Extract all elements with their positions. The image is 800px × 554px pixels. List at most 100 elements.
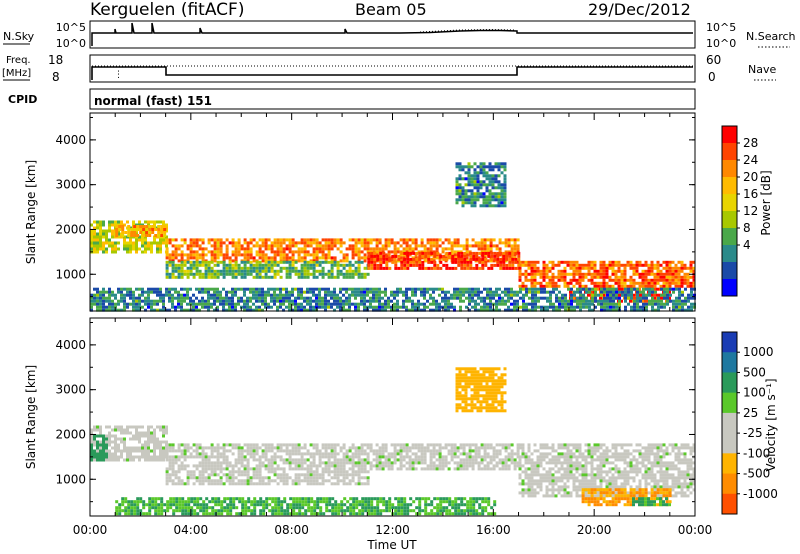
heatmap-cell xyxy=(240,299,243,303)
heatmap-cell xyxy=(450,296,453,300)
heatmap-cell xyxy=(345,473,349,477)
heatmap-cell xyxy=(432,446,436,450)
heatmap-cell xyxy=(240,272,244,276)
heatmap-cell xyxy=(165,223,168,227)
heatmap-cell xyxy=(510,455,514,459)
heatmap-cell xyxy=(234,275,238,279)
heatmap-cell xyxy=(261,256,265,260)
heatmap-cell xyxy=(186,266,190,270)
heatmap-cell xyxy=(423,287,426,291)
heatmap-cell xyxy=(288,238,292,242)
heatmap-cell xyxy=(491,198,495,202)
heatmap-cell xyxy=(473,171,477,175)
heatmap-cell xyxy=(121,225,125,228)
heatmap-cell xyxy=(318,476,322,480)
heatmap-cell xyxy=(288,476,292,480)
heatmap-cell xyxy=(267,293,270,297)
heatmap-cell xyxy=(216,253,220,257)
heatmap-cell xyxy=(501,299,504,303)
heatmap-cell xyxy=(447,452,451,456)
heatmap-cell xyxy=(255,266,259,270)
heatmap-cell xyxy=(495,449,499,453)
heatmap-cell xyxy=(420,302,423,306)
heatmap-cell xyxy=(306,272,310,276)
heatmap-cell xyxy=(454,260,458,264)
heatmap-cell xyxy=(426,449,430,453)
heatmap-cell xyxy=(180,269,184,273)
colorbar-swatch xyxy=(722,126,737,144)
heatmap-cell xyxy=(288,263,292,267)
heatmap-cell xyxy=(480,244,484,248)
heatmap-cell xyxy=(321,238,325,242)
heatmap-cell xyxy=(533,482,537,486)
heatmap-cell xyxy=(297,250,301,254)
heatmap-cell xyxy=(276,260,280,264)
heatmap-cell xyxy=(96,250,99,254)
heatmap-cell xyxy=(279,299,282,303)
heatmap-cell xyxy=(375,308,378,312)
heatmap-cell xyxy=(482,180,486,184)
heatmap-cell xyxy=(318,458,322,462)
heatmap-cell xyxy=(156,293,159,297)
heatmap-cell xyxy=(141,293,144,297)
heatmap-cell xyxy=(450,446,454,450)
heatmap-cell xyxy=(213,247,217,251)
heatmap-cell xyxy=(543,296,546,300)
heatmap-cell xyxy=(578,284,582,288)
heatmap-cell xyxy=(330,275,334,279)
heatmap-cell xyxy=(339,461,343,465)
heatmap-cell xyxy=(469,251,473,255)
nave-ytick-top: 60 xyxy=(706,53,721,67)
heatmap-cell xyxy=(447,461,451,465)
heatmap-cell xyxy=(489,308,492,312)
heatmap-cell xyxy=(312,263,316,267)
heatmap-cell xyxy=(657,302,660,306)
heatmap-cell xyxy=(279,467,283,471)
heatmap-cell xyxy=(683,263,687,267)
heatmap-cell xyxy=(441,458,445,462)
heatmap-cell xyxy=(527,446,531,450)
heatmap-cell xyxy=(405,238,409,242)
heatmap-cell xyxy=(542,272,546,276)
heatmap-cell xyxy=(576,305,579,309)
heatmap-cell xyxy=(138,434,141,438)
colorbar-swatch xyxy=(722,228,737,246)
heatmap-cell xyxy=(690,296,693,300)
heatmap-cell xyxy=(503,165,507,169)
heatmap-cell xyxy=(554,470,558,474)
heatmap-cell xyxy=(548,467,552,471)
heatmap-cell xyxy=(674,266,678,270)
heatmap-cell xyxy=(102,229,105,233)
heatmap-cell xyxy=(408,461,412,465)
heatmap-cell xyxy=(147,425,150,429)
heatmap-cell xyxy=(114,293,117,297)
heatmap-cell xyxy=(249,241,253,245)
heatmap-cell xyxy=(168,263,172,267)
heatmap-cell xyxy=(471,238,475,242)
heatmap-cell xyxy=(505,254,509,258)
heatmap-cell xyxy=(264,272,268,276)
heatmap-cell xyxy=(485,186,489,190)
heatmap-cell xyxy=(558,305,561,309)
heatmap-cell xyxy=(387,458,391,462)
heatmap-cell xyxy=(479,183,483,187)
heatmap-cell xyxy=(261,461,265,465)
heatmap-cell xyxy=(168,446,172,450)
heatmap-cell xyxy=(417,446,421,450)
heatmap-cell xyxy=(300,275,304,279)
heatmap-cell xyxy=(445,251,449,255)
heatmap-cell xyxy=(159,446,162,450)
heatmap-cell xyxy=(651,287,654,291)
heatmap-cell xyxy=(219,452,223,456)
heatmap-cell xyxy=(90,244,93,248)
heatmap-cell xyxy=(606,302,609,306)
heatmap-cell xyxy=(240,449,244,453)
heatmap-cell xyxy=(608,266,612,270)
heatmap-cell xyxy=(382,260,386,264)
heatmap-cell xyxy=(345,308,348,312)
heatmap-cell xyxy=(387,461,391,465)
heatmap-cell xyxy=(414,461,418,465)
heatmap-cell xyxy=(303,296,306,300)
heatmap-cell xyxy=(403,266,407,270)
heatmap-cell xyxy=(502,251,506,255)
